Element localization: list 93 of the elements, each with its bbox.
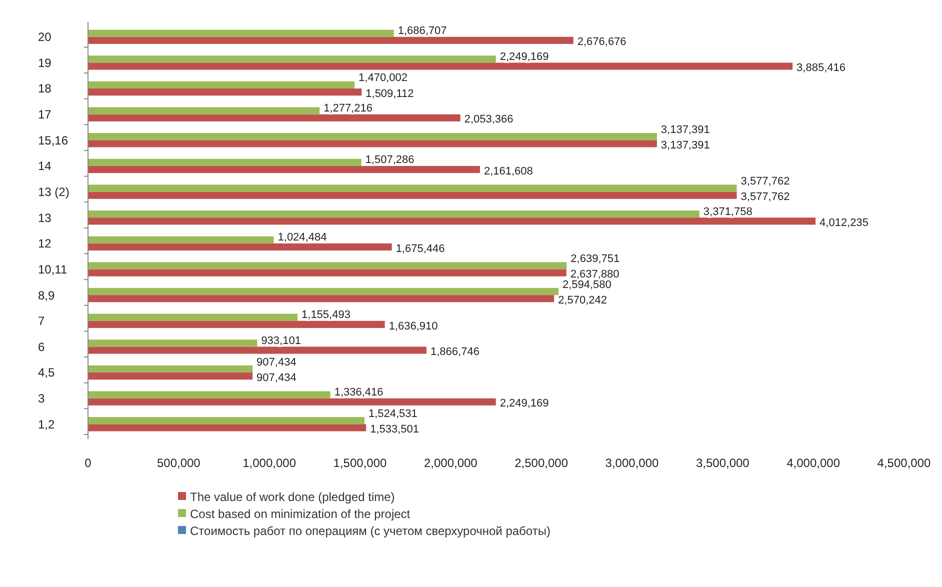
legend-label: Cost based on minimization of the project [190, 507, 411, 522]
bar [88, 192, 737, 199]
data-label: 1,509,112 [366, 88, 414, 100]
bar [88, 398, 496, 406]
bar [88, 346, 427, 354]
y-tick-label: 12 [38, 236, 52, 251]
data-label: 907,434 [256, 356, 296, 368]
x-tick-label: 3,000,000 [605, 456, 660, 470]
y-tick-label: 10,11 [38, 262, 68, 276]
data-label: 1,533,501 [370, 424, 420, 436]
data-label: 933,101 [261, 334, 301, 347]
y-tick-label: 7 [38, 314, 45, 328]
bar [88, 184, 737, 192]
data-label: 1,524,531 [368, 408, 418, 420]
bar [88, 62, 793, 70]
bar [88, 218, 816, 225]
bar [88, 365, 253, 373]
y-tick-label: 8,9 [38, 288, 56, 302]
data-label: 2,249,169 [500, 50, 549, 63]
y-tick-label: 18 [38, 82, 52, 96]
legend-label: Стоимость работ по операциям (с учетом сверхурочной работы) [190, 524, 550, 538]
bar [88, 424, 366, 432]
data-label: 2,639,751 [570, 252, 620, 265]
y-tick-label: 6 [38, 340, 45, 354]
y-tick-label: 3 [38, 392, 45, 406]
bar [88, 36, 574, 44]
data-label: 4,012,235 [820, 216, 868, 229]
bar [88, 30, 394, 37]
bar [88, 166, 480, 174]
x-tick-label: 1,500,000 [333, 456, 388, 470]
data-label: 2,161,608 [484, 165, 533, 178]
bar [88, 288, 558, 296]
data-label: 1,675,446 [396, 242, 445, 255]
y-tick-label: 19 [38, 56, 52, 70]
y-tick-label: 15,16 [38, 133, 68, 148]
data-label: 1,277,216 [324, 102, 373, 115]
bar [88, 295, 554, 302]
data-label: 1,686,707 [398, 25, 447, 38]
bar [88, 210, 700, 218]
bar [88, 372, 253, 380]
x-tick-label: 4,000,000 [786, 456, 840, 470]
data-label: 3,577,762 [740, 176, 790, 188]
bar [88, 269, 566, 276]
data-label: 3,885,416 [796, 62, 846, 74]
data-label: 1,470,002 [358, 72, 408, 84]
bar [88, 236, 274, 244]
data-label: 3,137,391 [660, 124, 710, 136]
data-label: 1,507,286 [365, 154, 414, 166]
data-label: 1,155,493 [302, 309, 350, 322]
data-label: 1,024,484 [278, 232, 327, 244]
bar [88, 320, 385, 328]
bar [88, 114, 460, 122]
data-label: 3,137,391 [660, 140, 710, 152]
bar [88, 107, 320, 114]
data-label: 2,637,880 [570, 268, 620, 281]
x-tick-label: 0 [84, 456, 92, 470]
data-label: 1,866,746 [430, 346, 480, 358]
bar [88, 417, 364, 424]
data-label: 2,676,676 [577, 36, 626, 48]
bar [88, 81, 355, 88]
bar [88, 243, 392, 251]
x-tick-label: 3,500,000 [696, 456, 750, 470]
x-tick-label: 2,500,000 [514, 456, 568, 470]
bar [88, 140, 657, 148]
legend-label: The value of work done (pledged time) [190, 490, 395, 504]
bar [88, 314, 298, 321]
y-tick-label: 17 [38, 108, 52, 122]
bar [88, 340, 258, 347]
x-tick-label: 2,000,000 [424, 456, 478, 470]
bar [88, 262, 567, 270]
x-tick-label: 4,500,000 [877, 456, 932, 470]
x-tick-label: 500,000 [156, 456, 201, 470]
data-label: 3,371,758 [703, 206, 752, 218]
y-tick-label: 13 [38, 210, 52, 225]
data-label: 2,249,169 [500, 398, 549, 410]
y-tick-label: 20 [38, 30, 52, 44]
data-label: 1,636,910 [388, 320, 438, 332]
data-label: 2,570,242 [558, 294, 608, 306]
data-label: 2,053,366 [464, 114, 514, 126]
data-label: 2,594,580 [562, 278, 612, 291]
bar [88, 88, 362, 96]
y-tick-label: 1,2 [38, 417, 56, 432]
bar [88, 133, 657, 140]
bar [88, 56, 496, 63]
data-label: 907,434 [256, 372, 296, 384]
y-tick-label: 14 [38, 159, 52, 174]
y-tick-label: 4,5 [38, 366, 56, 380]
y-tick-label: 13 (2) [38, 184, 70, 199]
bar [88, 391, 330, 398]
bar [88, 158, 362, 166]
data-label: 1,336,416 [334, 386, 384, 399]
data-label: 3,577,762 [740, 191, 790, 204]
x-tick-label: 1,000,000 [242, 456, 296, 470]
